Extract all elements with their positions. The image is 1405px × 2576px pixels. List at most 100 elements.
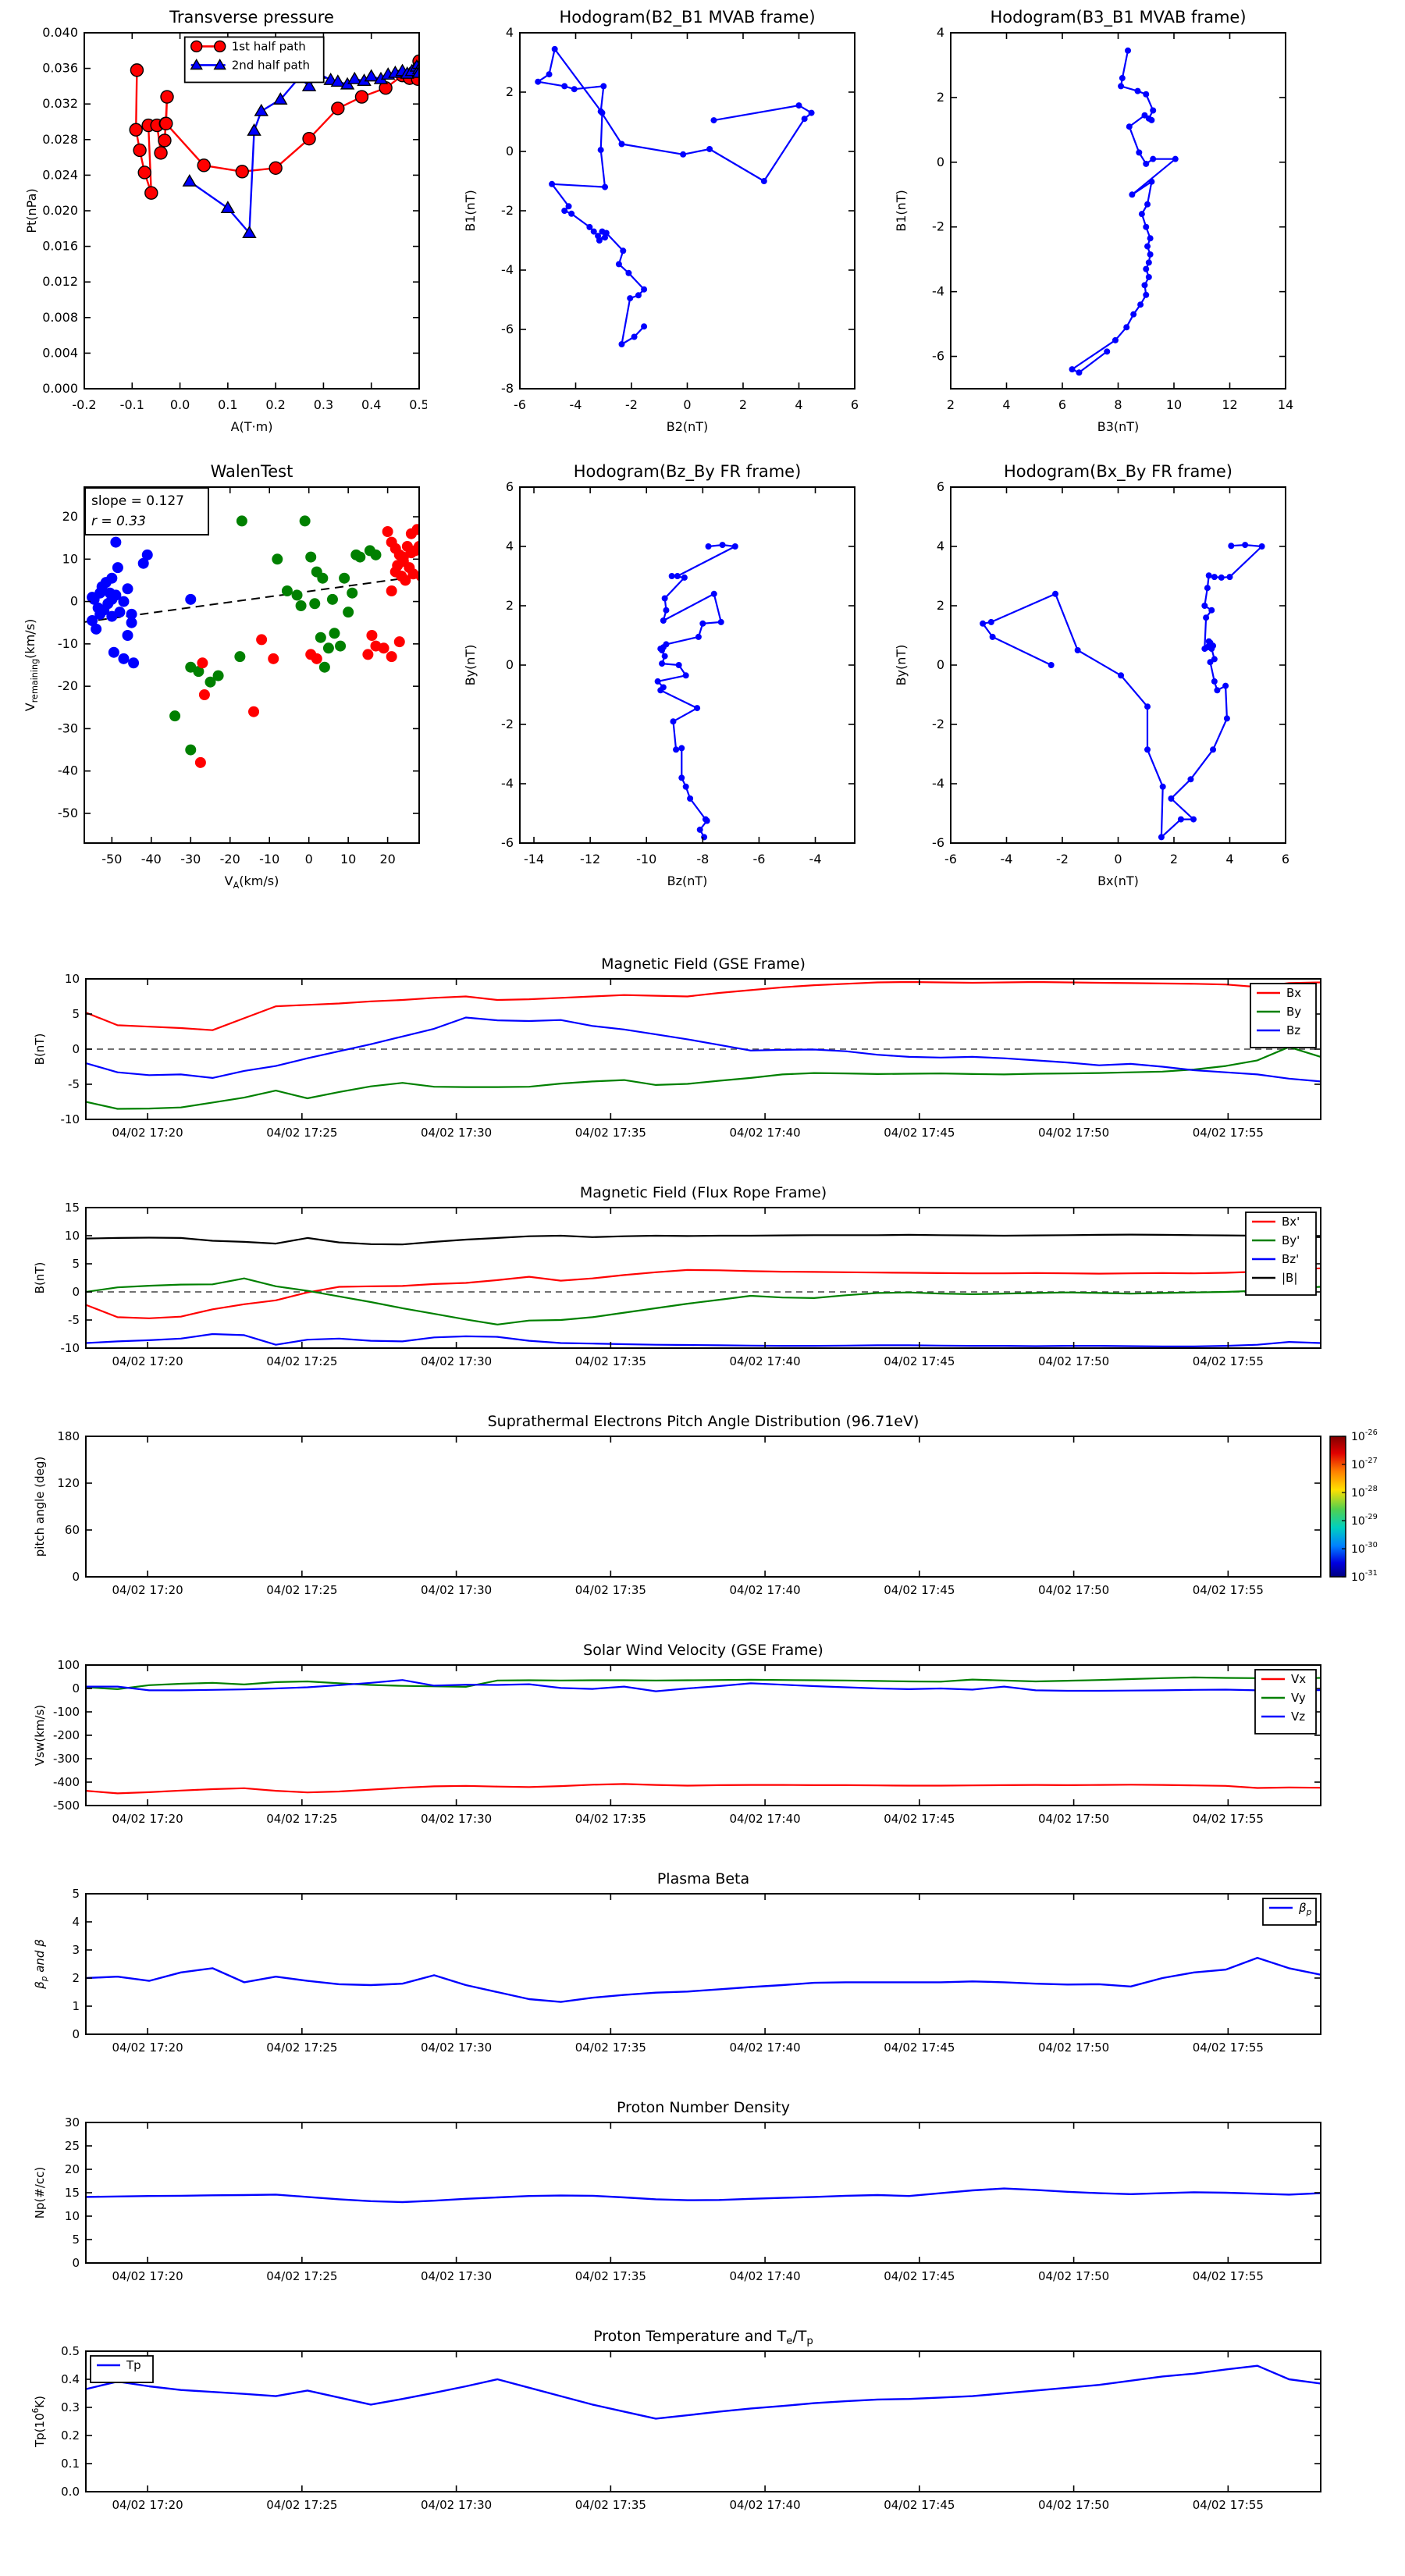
- x-tick-label: -20: [220, 852, 240, 866]
- y-tick-label: -50: [58, 806, 78, 820]
- x-tick-label: 04/02 17:50: [1038, 2498, 1109, 2512]
- pitch-angle-panel: 04/02 17:20 04/02 17:25 04/02 17:30 04/02 1…: [33, 1413, 1378, 1597]
- y-tick-label: 20: [65, 2162, 80, 2176]
- chart-title: Hodogram(Bz_By FR frame): [574, 462, 802, 482]
- x-tick-label: 04/02 17:25: [266, 2498, 337, 2512]
- x-tick-label: 04/02 17:25: [266, 1126, 337, 1140]
- y-tick-label: 60: [65, 1523, 80, 1537]
- x-tick-label: -12: [580, 852, 600, 866]
- x-tick-label: 4: [1225, 852, 1233, 866]
- x-tick-label: 04/02 17:35: [575, 1812, 646, 1826]
- chart-title: Plasma Beta: [657, 1870, 749, 1888]
- y-axis-label: By(nT): [894, 645, 909, 686]
- x-tick-label: 04/02 17:55: [1193, 1354, 1264, 1368]
- series-Bz: [86, 1016, 1321, 1083]
- plasma-beta-panel: 04/02 17:20 04/02 17:25 04/02 17:30 04/02 1…: [33, 1870, 1321, 2055]
- colorbar-label: 10-29: [1351, 1513, 1378, 1528]
- x-tick-label: 04/02 17:30: [421, 2498, 492, 2512]
- y-tick-label: 5: [72, 1007, 80, 1021]
- y-tick-label: 1: [72, 1999, 80, 2013]
- axes-frame: [85, 1893, 1321, 2035]
- legend: Bx By Bz: [1250, 983, 1317, 1048]
- axes-frame: [85, 1207, 1321, 1349]
- y-tick-label: 0.020: [42, 203, 78, 218]
- y-tick-label: -8: [501, 381, 514, 396]
- x-tick-label: -2: [625, 397, 638, 412]
- y-tick-label: 5: [72, 1257, 80, 1271]
- y-tick-label: -4: [501, 776, 514, 791]
- x-tick-label: 04/02 17:20: [112, 2269, 183, 2283]
- y-tick-label: 0.000: [42, 381, 78, 396]
- x-tick-label: 04/02 17:40: [729, 1354, 800, 1368]
- y-tick-label: -30: [58, 720, 78, 735]
- x-axis-label: B3(nT): [1097, 419, 1140, 434]
- series-scatter-blue: [87, 519, 197, 669]
- chart-title: Hodogram(B2_B1 MVAB frame): [559, 8, 815, 27]
- x-tick-label: 04/02 17:35: [575, 1354, 646, 1368]
- y-tick-label: -6: [932, 835, 944, 850]
- legend: 1st half path 2nd half path: [183, 36, 325, 84]
- y-axis-label: Tp(106K): [31, 2396, 47, 2448]
- y-tick-label: -4: [501, 262, 514, 277]
- series-Vz: [86, 1679, 1321, 1692]
- legend-label: βp: [1298, 1901, 1312, 1917]
- x-tick-label: 0.2: [265, 397, 285, 412]
- x-axis: 04/02 17:20 04/02 17:25 04/02 17:30 04/02 1…: [112, 2351, 1264, 2512]
- chart-title: Suprathermal Electrons Pitch Angle Distr…: [488, 1413, 919, 1430]
- axes-frame: [84, 486, 420, 844]
- x-tick-label: 0: [305, 852, 313, 866]
- x-tick-label: 04/02 17:55: [1193, 1126, 1264, 1140]
- y-tick-label: 4: [506, 539, 514, 553]
- series-By: [86, 1046, 1321, 1110]
- fit-line: [84, 575, 420, 623]
- x-tick-label: 04/02 17:25: [266, 2041, 337, 2055]
- axes-frame: [519, 32, 855, 390]
- y-tick-label: -20: [58, 678, 78, 693]
- x-tick-label: 0.0: [170, 397, 190, 412]
- x-tick-label: 14: [1278, 397, 1293, 412]
- x-tick-label: 4: [1002, 397, 1010, 412]
- x-tick-label: 04/02 17:35: [575, 2498, 646, 2512]
- y-tick-label: -2: [501, 717, 514, 731]
- y-axis-label: By(nT): [463, 645, 478, 686]
- y-tick-label: 15: [65, 1201, 80, 1215]
- x-tick-label: 04/02 17:40: [729, 1812, 800, 1826]
- x-axis-label: B2(nT): [667, 419, 709, 434]
- chart-title: Proton Number Density: [617, 2099, 790, 2116]
- x-tick-label: 04/02 17:55: [1193, 2041, 1264, 2055]
- y-tick-label: 0.028: [42, 132, 78, 147]
- x-tick-label: 04/02 17:50: [1038, 1812, 1109, 1826]
- hodogram-bxby-chart: -6 -4 -2 0 2 4 6 -6 -4 -2 0 2 4 6 Hodogram(Bx_By FR fr…: [894, 462, 1289, 888]
- x-tick-label: 04/02 17:30: [421, 1354, 492, 1368]
- series-scatter-red: [194, 524, 419, 768]
- x-tick-label: 04/02 17:25: [266, 1583, 337, 1597]
- x-tick-label: 10: [1166, 397, 1182, 412]
- x-tick-label: 04/02 17:50: [1038, 1126, 1109, 1140]
- y-axis-label: B1(nT): [463, 190, 478, 232]
- y-tick-label: -100: [53, 1705, 80, 1719]
- colorbar: 10-26 10-27 10-28 10-29 10-30 10-31: [1329, 1429, 1378, 1584]
- colorbar-label: 10-26: [1351, 1429, 1378, 1443]
- y-tick-label: -5: [68, 1077, 80, 1091]
- x-tick-label: -4: [570, 397, 582, 412]
- x-tick-label: 04/02 17:40: [729, 1126, 800, 1140]
- y-tick-label: -6: [501, 322, 514, 336]
- y-tick-label: -40: [58, 763, 78, 778]
- x-tick-label: 04/02 17:55: [1193, 1583, 1264, 1597]
- x-axis: 04/02 17:20 04/02 17:25 04/02 17:30 04/02 1…: [112, 979, 1264, 1140]
- y-axis-label: βp and β: [33, 1939, 49, 1990]
- x-tick-label: -0.1: [120, 397, 144, 412]
- series-beta-p: [86, 1956, 1321, 2003]
- y-tick-label: 0: [72, 2027, 80, 2041]
- y-tick-label: -400: [53, 1775, 80, 1789]
- y-tick-label: 4: [937, 539, 944, 553]
- legend: Bx' By' Bz' |B|: [1245, 1212, 1317, 1296]
- x-tick-label: -14: [524, 852, 544, 866]
- y-tick-label: 2: [72, 1971, 80, 1985]
- x-tick-label: 2: [947, 397, 955, 412]
- series-Bx: [86, 980, 1321, 1031]
- x-tick-label: 04/02 17:20: [112, 1126, 183, 1140]
- y-tick-label: 0: [937, 155, 944, 169]
- magnetic-field-fr-panel: 04/02 17:20 04/02 17:25 04/02 17:30 04/02 1…: [33, 1184, 1321, 1368]
